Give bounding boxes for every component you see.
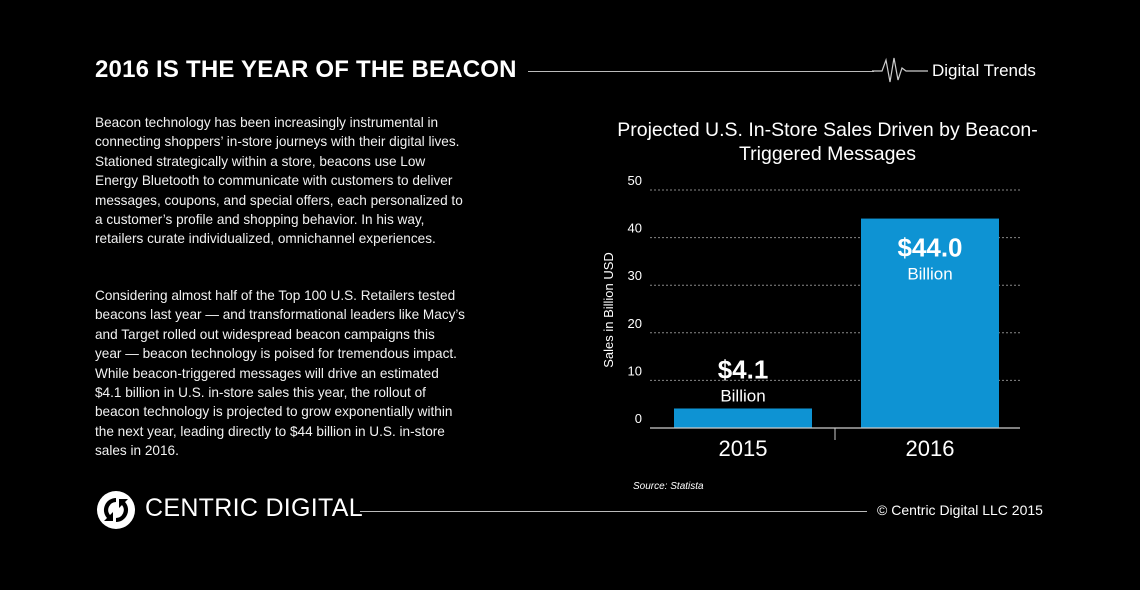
y-tick-label: 10	[628, 363, 642, 378]
page-title: 2016 IS THE YEAR OF THE BEACON	[95, 56, 517, 83]
chart-title: Projected U.S. In-Store Sales Driven by …	[617, 119, 1038, 165]
data-label-value: $44.0	[897, 233, 962, 263]
bar-chart: 0 10 20 30 40 50 Sales in Billion USD 2015 $4.1 B…	[601, 173, 1020, 492]
data-label-value: $4.1	[718, 354, 769, 384]
data-label-unit: Billion	[720, 386, 765, 405]
y-tick-label: 0	[635, 411, 642, 426]
y-tick-label: 50	[628, 173, 642, 188]
copyright: © Centric Digital LLC 2015	[877, 502, 1043, 518]
y-axis-label: Sales in Billion USD	[601, 252, 616, 368]
header-divider	[528, 71, 874, 72]
footer-divider	[360, 511, 867, 512]
x-tick-label: 2015	[719, 436, 768, 461]
logo-text: CENTRIC DIGITAL	[145, 494, 363, 522]
y-tick-label: 40	[628, 221, 642, 236]
circular-arrows-logo-icon	[97, 491, 135, 529]
data-label-unit: Billion	[907, 265, 952, 284]
detail-paragraph: Considering almost half of the Top 100 U…	[95, 288, 465, 459]
heartbeat-pulse-icon	[872, 57, 928, 83]
source-note: Source: Statista	[633, 481, 704, 492]
bar-2016	[861, 218, 999, 428]
y-tick-label: 20	[628, 316, 642, 331]
brand-label: Digital Trends	[932, 61, 1036, 80]
bar-2015	[674, 408, 812, 428]
intro-paragraph: Beacon technology has been increasingly …	[95, 115, 463, 247]
y-tick-label: 30	[628, 268, 642, 283]
x-tick-label: 2016	[906, 436, 955, 461]
